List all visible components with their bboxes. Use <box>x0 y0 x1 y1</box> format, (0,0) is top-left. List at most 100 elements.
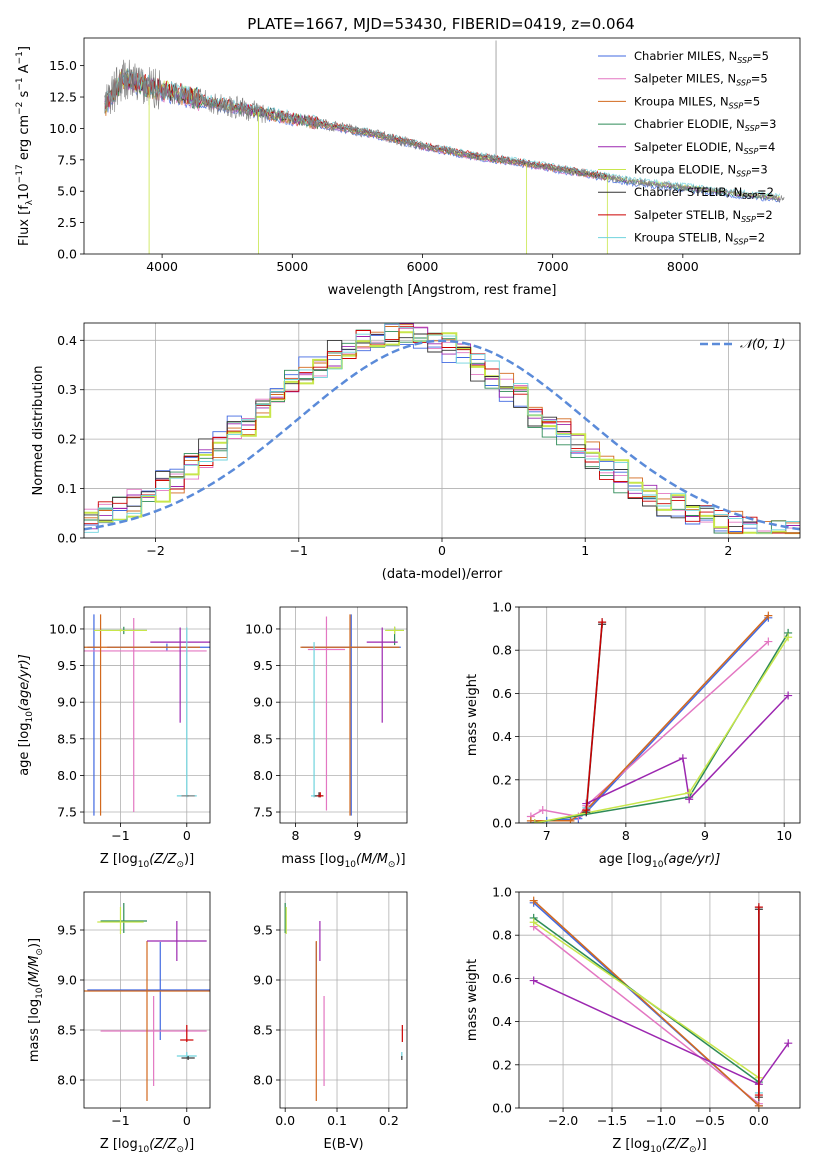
data-point-errorbar <box>314 792 324 798</box>
mass-weight-marker <box>530 819 539 823</box>
y-tick-label: 8.0 <box>57 768 77 783</box>
x-tick-label: 0.0 <box>275 1113 295 1128</box>
data-point-errorbar <box>300 614 400 816</box>
x-tick-label: −1 <box>290 543 308 558</box>
y-tick-label: 10.0 <box>49 121 77 136</box>
y-tick-label: 0.8 <box>492 928 512 943</box>
plot-area-mass_weight_vs_Z <box>529 896 793 1108</box>
y-tick-label: 7.5 <box>253 805 273 820</box>
y-tick-label: 5.0 <box>57 184 77 199</box>
data-point-errorbar <box>385 626 404 635</box>
mass-weight-line <box>534 632 789 823</box>
mass-weight-marker <box>685 788 694 797</box>
data-point-errorbar <box>147 921 207 961</box>
mass-weight-line <box>530 641 769 818</box>
x-tick-label: 8 <box>622 828 630 843</box>
y-tick-label: 0.4 <box>492 1014 512 1029</box>
legend-entry-label: Salpeter ELODIE, NSSP=4 <box>634 140 775 156</box>
data-point-errorbar <box>181 1056 195 1060</box>
mass-weight-marker <box>529 976 538 985</box>
data-point-errorbar <box>301 614 401 816</box>
y-tick-label: 0.4 <box>492 729 512 744</box>
x-axis-label: Z [log10(Z/Z⊙)] <box>100 1137 194 1155</box>
legend-entry-label: Chabrier MILES, NSSP=5 <box>634 49 769 65</box>
plot-area-mass_weight_vs_age <box>526 611 793 823</box>
y-tick-label: 9.5 <box>57 923 77 938</box>
axes-mass_weight_vs_age: 7 8 9 10 0.0 0.2 0.4 0.6 0.8 1.0 age [log10(age/yr… <box>465 600 801 870</box>
data-point-errorbar <box>84 617 207 813</box>
axes-frame <box>83 606 211 824</box>
y-tick-label: 9.5 <box>253 658 273 673</box>
x-tick-label: 6000 <box>407 259 439 274</box>
y-tick-label: 8.5 <box>57 1023 77 1038</box>
x-tick-label: 0 <box>438 543 446 558</box>
x-tick-label: 10 <box>776 828 792 843</box>
y-tick-label: 9.5 <box>57 658 77 673</box>
y-tick-label: 0.6 <box>492 686 512 701</box>
y-tick-label: 8.5 <box>253 731 273 746</box>
x-axis-label: Z [log10(Z/Z⊙)] <box>612 1137 706 1155</box>
mass-weight-marker <box>582 806 591 815</box>
x-tick-label: −2.0 <box>548 1113 578 1128</box>
mass-weight-line <box>585 695 789 805</box>
mass-weight-marker <box>529 918 538 927</box>
legend-entry-label: Chabrier ELODIE, NSSP=3 <box>634 117 776 133</box>
plot-area-age_vs_Z <box>84 614 210 816</box>
plot-area-mass_vs_ebv <box>284 903 403 1101</box>
x-tick-label: 9 <box>353 828 361 843</box>
y-tick-label: 8.5 <box>57 731 77 746</box>
charts-group: 4000 5000 6000 7000 80000.02.55.07.510.012.5… <box>15 37 801 1155</box>
mass-weight-line <box>585 622 603 811</box>
y-tick-label: 8.0 <box>253 768 273 783</box>
y-tick-label: 0.1 <box>57 481 77 496</box>
axes-mass_vs_ebv: 0.0 0.1 0.2 8.0 8.5 9.0 9.5 E(B-V) <box>253 891 408 1152</box>
y-axis-label: Flux [fλ10−17 erg cm−2 s−1 A−1] <box>15 46 35 246</box>
y-axis-label: mass weight <box>465 674 480 756</box>
mass-weight-marker <box>784 1039 793 1048</box>
legend-entry-label: Kroupa ELODIE, NSSP=3 <box>634 163 768 179</box>
y-tick-label: 1.0 <box>492 885 512 900</box>
x-axis-label: mass [log10(M/M⊙)] <box>281 852 405 870</box>
data-point-errorbar <box>84 614 201 816</box>
axes-frame <box>83 37 801 255</box>
mass-weight-line <box>530 615 769 822</box>
x-axis-label: age [log10(age/yr)] <box>599 852 721 870</box>
y-tick-label: 8.0 <box>253 1073 273 1088</box>
figure-title: PLATE=1667, MJD=53430, FIBERID=0419, z=0… <box>247 15 634 33</box>
mass-weight-line <box>530 617 769 823</box>
x-tick-label: 9 <box>701 828 709 843</box>
data-point-errorbar <box>366 627 398 723</box>
model-spectrum-line <box>104 69 781 200</box>
x-tick-label: −1 <box>111 1113 129 1128</box>
mass-weight-marker <box>678 754 687 763</box>
x-axis-label: Z [log10(Z/Z⊙)] <box>100 852 194 870</box>
mass-weight-line <box>533 900 760 1107</box>
y-tick-label: 9.0 <box>253 695 273 710</box>
x-axis-label: wavelength [Angstrom, rest frame] <box>328 283 557 298</box>
residual-histogram <box>84 333 800 534</box>
x-tick-label: −1.0 <box>646 1113 676 1128</box>
y-axis-label: age [log10(age/yr)] <box>17 654 35 776</box>
x-tick-label: −0.5 <box>695 1113 725 1128</box>
y-axis-label: mass weight <box>465 959 480 1041</box>
x-tick-label: −1.5 <box>597 1113 627 1128</box>
x-tick-label: 7 <box>543 828 551 843</box>
y-tick-label: 0.0 <box>492 816 512 831</box>
x-tick-label: 5000 <box>276 259 308 274</box>
mass-weight-marker <box>529 896 538 905</box>
x-tick-label: 8000 <box>667 259 699 274</box>
y-tick-label: 9.0 <box>57 695 77 710</box>
model-spectrum-line <box>104 70 781 201</box>
data-point-errorbar <box>181 795 195 797</box>
axes-residuals: −2 −1 0 1 2 0.0 0.1 0.2 0.3 0.4 (data-model)/error… <box>31 322 801 582</box>
data-point-errorbar <box>100 903 147 933</box>
x-tick-label: 0 <box>183 828 191 843</box>
y-tick-label: 10.0 <box>49 621 77 636</box>
y-tick-label: 0.0 <box>492 1101 512 1116</box>
data-point-errorbar <box>176 1052 197 1058</box>
data-point-errorbar <box>97 907 144 934</box>
x-tick-label: 2 <box>724 543 732 558</box>
data-spectrum-line <box>104 59 785 203</box>
y-tick-label: 0.8 <box>492 643 512 658</box>
